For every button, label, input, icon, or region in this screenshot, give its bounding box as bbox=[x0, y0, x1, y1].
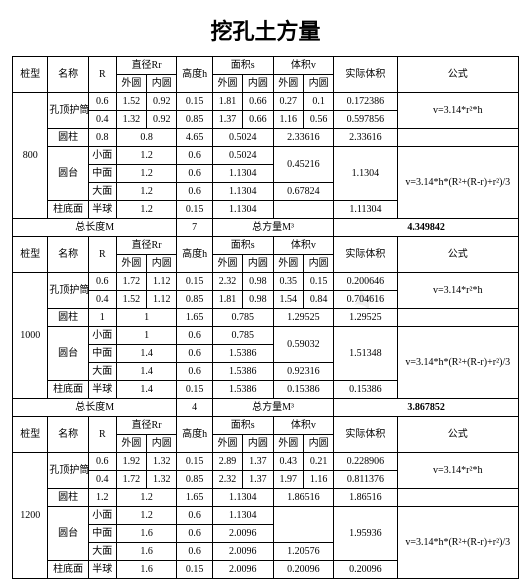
formula-frustum: v=3.14*h*(R²+(R-r)+r²)/3 bbox=[397, 147, 518, 219]
hdr-area: 面积s bbox=[212, 417, 273, 435]
label-zongchang: 总长度M bbox=[13, 399, 177, 417]
earthwork-table: 桩型名称R直径Rr高度h面积s体积v实际体积公式外圆内圆外圆内圆外圆内圆800孔… bbox=[12, 56, 519, 579]
hdr-formula: 公式 bbox=[397, 57, 518, 93]
hdr-formula: 公式 bbox=[397, 237, 518, 273]
hdr-r: R bbox=[88, 237, 116, 273]
hdr-diam: 直径Rr bbox=[116, 417, 177, 435]
hdr-formula: 公式 bbox=[397, 417, 518, 453]
name-yt: 圆台 bbox=[48, 507, 88, 561]
hdr-r: R bbox=[88, 57, 116, 93]
hdr-piletype: 桩型 bbox=[13, 57, 48, 93]
hdr-piletype: 桩型 bbox=[13, 237, 48, 273]
formula-frustum: v=3.14*h*(R²+(R-r)+r²)/3 bbox=[397, 327, 518, 399]
hdr-name: 名称 bbox=[48, 57, 88, 93]
name-zdm: 柱底面 bbox=[48, 561, 88, 579]
hdr-h: 高度h bbox=[177, 237, 212, 273]
formula-cyl: v=3.14*r²*h bbox=[397, 453, 518, 489]
name-khht: 孔顶护筒 bbox=[48, 93, 88, 129]
hdr-actvol: 实际体积 bbox=[334, 57, 397, 93]
hdr-actvol: 实际体积 bbox=[334, 417, 397, 453]
name-zdm: 柱底面 bbox=[48, 381, 88, 399]
hdr-vol: 体积v bbox=[273, 57, 334, 75]
formula-cyl: v=3.14*r²*h bbox=[397, 93, 518, 129]
piletype: 1000 bbox=[13, 273, 48, 399]
hdr-h: 高度h bbox=[177, 57, 212, 93]
name-yz: 圆柱 bbox=[48, 129, 88, 147]
name-khht: 孔顶护筒 bbox=[48, 273, 88, 309]
name-zdm: 柱底面 bbox=[48, 201, 88, 219]
name-yt: 圆台 bbox=[48, 327, 88, 381]
hdr-h: 高度h bbox=[177, 417, 212, 453]
label-zongchang: 总长度M bbox=[13, 219, 177, 237]
formula-frustum: v=3.14*h*(R²+(R-r)+r²)/3 bbox=[397, 507, 518, 579]
name-yt: 圆台 bbox=[48, 147, 88, 201]
hdr-diam: 直径Rr bbox=[116, 57, 177, 75]
name-yz: 圆柱 bbox=[48, 489, 88, 507]
hdr-piletype: 桩型 bbox=[13, 417, 48, 453]
label-zongfang: 总方量M³ bbox=[212, 219, 333, 237]
hdr-name: 名称 bbox=[48, 237, 88, 273]
hdr-diam: 直径Rr bbox=[116, 237, 177, 255]
hdr-area: 面积s bbox=[212, 237, 273, 255]
hdr-actvol: 实际体积 bbox=[334, 237, 397, 273]
page-title: 挖孔土方量 bbox=[12, 14, 519, 46]
hdr-vol: 体积v bbox=[273, 417, 334, 435]
formula-cyl: v=3.14*r²*h bbox=[397, 273, 518, 309]
hdr-area: 面积s bbox=[212, 57, 273, 75]
name-yz: 圆柱 bbox=[48, 309, 88, 327]
hdr-vol: 体积v bbox=[273, 237, 334, 255]
total-vol: 3.867852 bbox=[334, 399, 519, 417]
hdr-r: R bbox=[88, 417, 116, 453]
name-khht: 孔顶护筒 bbox=[48, 453, 88, 489]
piletype: 800 bbox=[13, 93, 48, 219]
hdr-name: 名称 bbox=[48, 417, 88, 453]
total-vol: 4.349842 bbox=[334, 219, 519, 237]
label-zongfang: 总方量M³ bbox=[212, 399, 333, 417]
